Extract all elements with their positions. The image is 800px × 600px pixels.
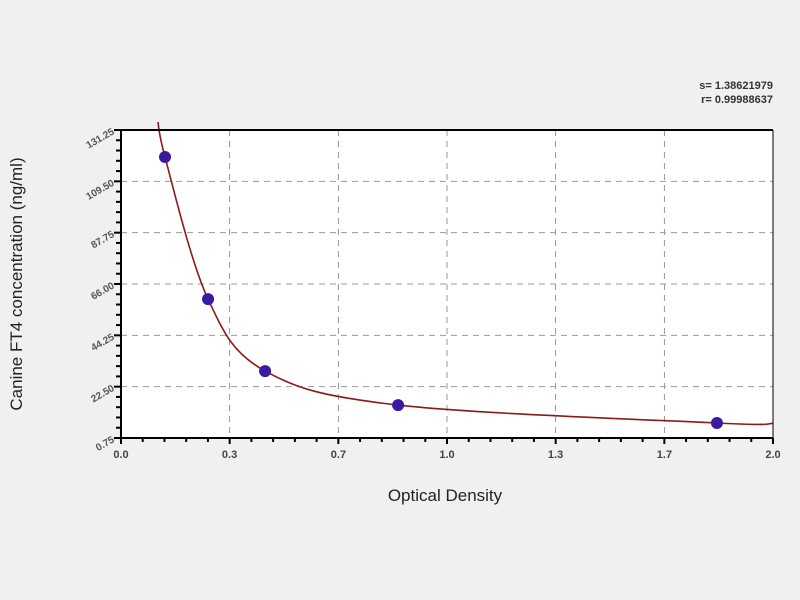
stat-r: r= 0.99988637 bbox=[701, 94, 773, 106]
x-tick-label: 1.7 bbox=[657, 449, 672, 461]
x-tick-label: 1.0 bbox=[439, 449, 454, 461]
y-axis-label: Canine FT4 concentration (ng/ml) bbox=[7, 157, 26, 411]
y-tick-label: 66.00 bbox=[89, 280, 117, 302]
data-point bbox=[159, 151, 172, 164]
x-tick-label: 0.7 bbox=[331, 449, 346, 461]
fitted-curve bbox=[157, 122, 773, 426]
y-tick-label: 44.25 bbox=[89, 332, 117, 354]
y-tick-label: 109.50 bbox=[85, 178, 117, 203]
y-tick-label: 87.75 bbox=[89, 229, 117, 251]
y-tick-label: 22.50 bbox=[89, 383, 117, 405]
data-point bbox=[259, 365, 272, 378]
data-point bbox=[392, 399, 405, 412]
x-tick-label: 0.0 bbox=[113, 449, 128, 461]
x-tick-label: 2.0 bbox=[765, 449, 780, 461]
stat-s: s= 1.38621979 bbox=[699, 80, 773, 92]
x-tick-label: 0.3 bbox=[222, 449, 237, 461]
x-tick-label: 1.3 bbox=[548, 449, 563, 461]
x-axis-label: Optical Density bbox=[387, 486, 503, 505]
y-tick-label: 131.25 bbox=[85, 126, 117, 151]
data-point bbox=[710, 417, 723, 430]
data-point bbox=[202, 293, 215, 306]
